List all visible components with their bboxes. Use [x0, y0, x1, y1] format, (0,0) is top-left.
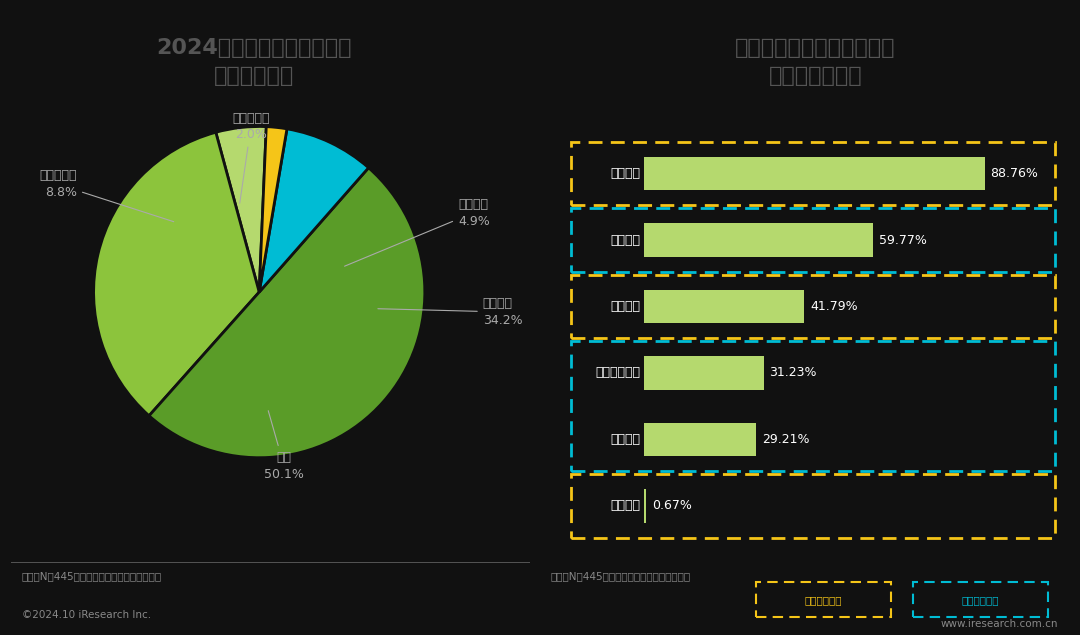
Text: 29.21%: 29.21%	[761, 433, 809, 446]
Text: 销售商对欧美工具产品市场
影响因素的判断: 销售商对欧美工具产品市场 影响因素的判断	[735, 38, 895, 86]
Text: 中立
50.1%: 中立 50.1%	[265, 411, 303, 481]
Text: 样本：N＝445，欧美市场工具产品销售商调研: 样本：N＝445，欧美市场工具产品销售商调研	[551, 572, 691, 582]
Text: 31.23%: 31.23%	[769, 366, 816, 380]
Text: 88.76%: 88.76%	[990, 167, 1038, 180]
Bar	[644, 290, 805, 323]
Text: 比较自信
34.2%: 比较自信 34.2%	[378, 297, 523, 327]
Bar	[644, 157, 985, 190]
Text: ©2024.10 iResearch Inc.: ©2024.10 iResearch Inc.	[22, 610, 151, 620]
Bar	[644, 356, 764, 390]
Bar	[644, 490, 646, 523]
Bar	[571, 274, 1054, 338]
Wedge shape	[259, 129, 368, 292]
Bar	[571, 474, 1054, 538]
Text: 2024年销售商欧美市场工具
产品销售信心: 2024年销售商欧美市场工具 产品销售信心	[156, 38, 352, 86]
Wedge shape	[94, 132, 259, 416]
Text: 有点不自信
8.8%: 有点不自信 8.8%	[40, 170, 174, 222]
Text: 国际争端: 国际争端	[610, 499, 640, 512]
Text: 政策法规: 政策法规	[610, 300, 640, 313]
Text: www.iresearch.com.cn: www.iresearch.com.cn	[941, 618, 1058, 629]
Text: 行业外部因素: 行业外部因素	[805, 595, 842, 605]
Text: 41.79%: 41.79%	[810, 300, 858, 313]
Bar	[913, 582, 1048, 617]
Wedge shape	[216, 126, 267, 292]
Text: 样本：N＝445，欧美市场工具产品销售商调研: 样本：N＝445，欧美市场工具产品销售商调研	[22, 572, 162, 582]
Bar	[756, 582, 891, 617]
Bar	[571, 208, 1054, 272]
Text: 经济形势: 经济形势	[610, 167, 640, 180]
Bar	[644, 224, 874, 257]
Wedge shape	[259, 126, 287, 292]
Bar	[571, 341, 1054, 471]
Text: 非常不自信
2.0%: 非常不自信 2.0%	[232, 112, 270, 203]
Bar	[571, 142, 1054, 206]
Text: 技术创新: 技术创新	[610, 433, 640, 446]
Text: 消费需求变化: 消费需求变化	[595, 366, 640, 380]
Text: 0.67%: 0.67%	[652, 499, 692, 512]
Wedge shape	[149, 168, 424, 458]
Text: 非常自信
4.9%: 非常自信 4.9%	[345, 197, 489, 266]
Text: 行业竞争: 行业竞争	[610, 234, 640, 246]
Text: 59.77%: 59.77%	[879, 234, 927, 246]
Bar	[644, 423, 756, 456]
Text: 行业内部因素: 行业内部因素	[961, 595, 999, 605]
